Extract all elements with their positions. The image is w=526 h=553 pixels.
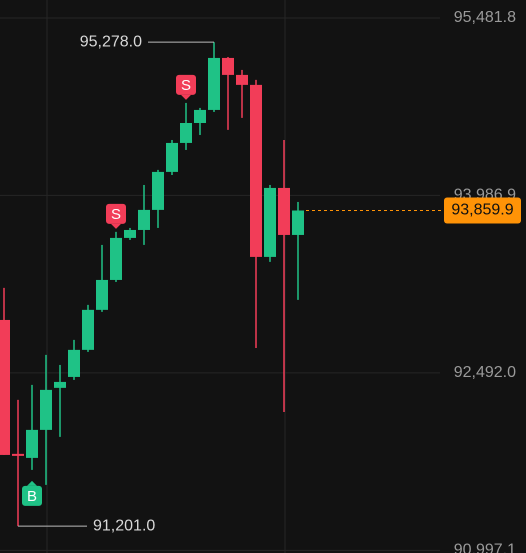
signal-label: S xyxy=(181,77,191,94)
y-tick-label: 95,481.8 xyxy=(454,9,516,26)
candle-body xyxy=(12,453,24,456)
candle-body xyxy=(194,109,206,123)
y-tick-label: 92,492.0 xyxy=(454,364,516,381)
candle-body xyxy=(68,349,80,377)
signal-badge xyxy=(22,485,42,506)
candle-body xyxy=(96,279,108,310)
candle-body xyxy=(110,237,122,280)
last-price-box xyxy=(444,197,521,224)
last-price-label: 93,859.9 xyxy=(451,202,513,219)
candle-body xyxy=(264,187,276,257)
signal-pointer xyxy=(27,480,37,486)
signal-label: S xyxy=(111,206,121,223)
candle-body xyxy=(166,142,178,172)
signal-badge xyxy=(176,74,196,95)
candle-body xyxy=(278,187,290,235)
candle-body xyxy=(208,57,220,110)
candle-body xyxy=(292,210,304,235)
high-label: 95,278.0 xyxy=(80,33,142,50)
candle-body xyxy=(40,389,52,430)
candle-body xyxy=(236,74,248,85)
candle-body xyxy=(138,209,150,230)
candle-body xyxy=(180,122,192,143)
y-tick-label: 90,997.1 xyxy=(454,542,516,553)
signal-pointer xyxy=(111,223,121,229)
candle-body xyxy=(26,429,38,458)
candle-body xyxy=(82,309,94,350)
candle-body xyxy=(0,319,10,455)
candle-body xyxy=(124,229,136,238)
candle-body xyxy=(250,84,262,257)
signal-badge xyxy=(106,203,126,224)
candle-body xyxy=(54,381,66,388)
candle-body xyxy=(152,171,164,210)
candle-body xyxy=(222,57,234,75)
signal-pointer xyxy=(181,94,191,100)
signal-label: B xyxy=(27,488,37,505)
low-label: 91,201.0 xyxy=(93,517,155,534)
